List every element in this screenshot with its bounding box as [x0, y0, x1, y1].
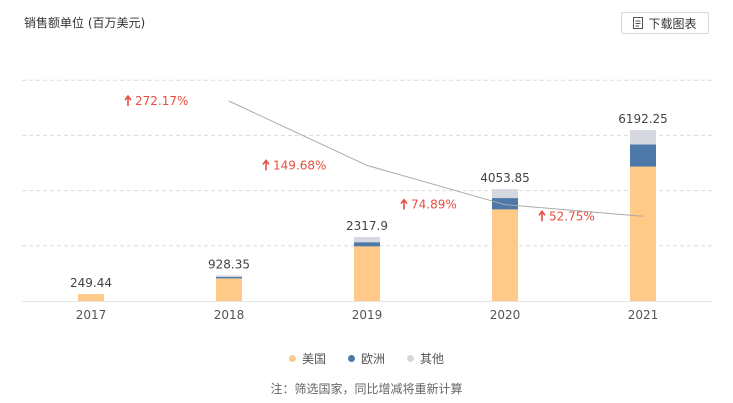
bar-segment-europe — [492, 198, 518, 210]
growth-label: 149.68% — [273, 158, 326, 172]
growth-label: 74.89% — [411, 198, 457, 212]
legend-label-europe: 欧洲 — [360, 352, 385, 366]
bar-segment-us — [216, 278, 242, 301]
bar-segment-us — [78, 294, 104, 301]
x-tick-label: 2020 — [490, 308, 521, 322]
legend-label-us: 美国 — [301, 352, 326, 366]
download-label: 下载图表 — [648, 16, 697, 31]
bar-segment-us — [492, 209, 518, 301]
unit-label: 销售额单位 (百万美元) — [24, 16, 146, 30]
x-tick-label: 2018 — [214, 308, 245, 322]
bar-segment-other — [354, 237, 380, 243]
sales-chart: 249.44 2017 928.35 2018 2317.9 2019 4053.85 202… — [22, 79, 712, 322]
legend: 美国 欧洲 其他 — [0, 350, 733, 367]
legend-item-other[interactable]: 其他 — [407, 350, 444, 367]
legend-dot-europe — [347, 355, 355, 362]
bar-segment-other — [216, 275, 242, 277]
bar-total-label: 928.35 — [208, 257, 250, 271]
up-arrow-icon — [400, 198, 408, 210]
download-chart-button[interactable]: 下载图表 — [621, 12, 709, 34]
bar-segment-other — [630, 130, 656, 145]
bar-segment-europe — [354, 242, 380, 247]
legend-label-other: 其他 — [420, 352, 445, 366]
bar-segment-europe — [630, 144, 656, 167]
bar-segment-us — [630, 166, 656, 301]
legend-item-europe[interactable]: 欧洲 — [347, 350, 385, 367]
footer-note: 注：筛选国家，同比增减将重新计算 — [270, 382, 463, 396]
bar-total-label: 2317.9 — [346, 219, 388, 233]
bar-segment-other — [492, 189, 518, 199]
up-arrow-icon — [538, 209, 546, 222]
x-tick-label: 2021 — [628, 308, 659, 322]
bar-total-label: 6192.25 — [618, 112, 668, 126]
legend-dot-other — [407, 355, 414, 362]
bar-total-label: 249.44 — [70, 276, 112, 290]
x-tick-label: 2017 — [76, 308, 107, 322]
document-icon — [633, 17, 644, 29]
growth-label: 272.17% — [135, 94, 188, 108]
x-tick-label: 2019 — [352, 308, 383, 322]
growth-label: 52.75% — [549, 209, 595, 223]
bar-segment-europe — [216, 276, 242, 279]
legend-item-us[interactable]: 美国 — [288, 350, 326, 367]
legend-dot-us — [288, 355, 296, 362]
up-arrow-icon — [262, 159, 270, 171]
bar-total-label: 4053.85 — [480, 171, 530, 185]
up-arrow-icon — [124, 94, 132, 107]
growth-line — [228, 100, 644, 217]
bar-segment-us — [354, 246, 380, 301]
